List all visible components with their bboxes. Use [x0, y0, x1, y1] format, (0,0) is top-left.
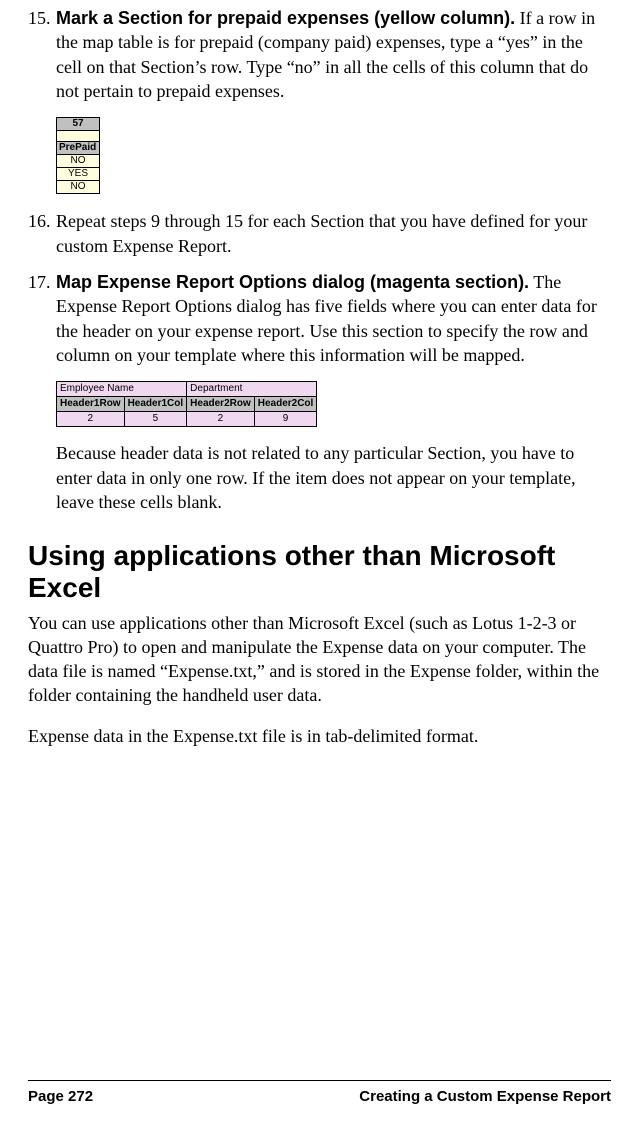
headermap-top-row: Employee Name Department [57, 382, 317, 397]
step-text: Repeat steps 9 through 15 for each Secti… [56, 211, 587, 255]
headermap-header: Header2Col [254, 397, 317, 412]
prepaid-gap [57, 131, 99, 142]
step-number: 16. [28, 209, 51, 233]
headermap-header: Header2Row [187, 397, 255, 412]
page-footer: Page 272 Creating a Custom Expense Repor… [28, 1080, 611, 1107]
headermap-header: Header1Row [57, 397, 125, 412]
step-16: 16. Repeat steps 9 through 15 for each S… [28, 209, 611, 258]
prepaid-col-number: 57 [57, 118, 99, 131]
headermap-top-label: Department [187, 382, 317, 397]
prepaid-header: PrePaid [57, 142, 99, 155]
page-content: 15. Mark a Section for prepaid expenses … [0, 0, 639, 748]
prepaid-cell: NO [57, 155, 99, 168]
figure-prepaid-column: 57 PrePaid NO YES NO [56, 117, 611, 195]
headermap-value: 2 [57, 412, 125, 427]
headermap-header: Header1Col [124, 397, 187, 412]
step-bold-lead: Mark a Section for prepaid expenses (yel… [56, 8, 515, 28]
headermap-table: Employee Name Department Header1Row Head… [56, 381, 317, 427]
figure-header-map: Employee Name Department Header1Row Head… [56, 381, 611, 427]
step-bold-lead: Map Expense Report Options dialog (magen… [56, 272, 529, 292]
footer-page-number: Page 272 [28, 1087, 93, 1107]
step-number: 15. [28, 6, 51, 30]
headermap-top-label: Employee Name [57, 382, 187, 397]
headermap-value-row: 2 5 2 9 [57, 412, 317, 427]
step-15: 15. Mark a Section for prepaid expenses … [28, 6, 611, 195]
step-17: 17. Map Expense Report Options dialog (m… [28, 270, 611, 514]
prepaid-cell: NO [57, 181, 99, 193]
headermap-value: 2 [187, 412, 255, 427]
step-number: 17. [28, 270, 51, 294]
step-17-after: Because header data is not related to an… [56, 441, 611, 514]
step-list: 15. Mark a Section for prepaid expenses … [28, 6, 611, 514]
headermap-value: 9 [254, 412, 317, 427]
section-paragraph: Expense data in the Expense.txt file is … [28, 724, 611, 748]
headermap-value: 5 [124, 412, 187, 427]
footer-chapter-title: Creating a Custom Expense Report [359, 1087, 611, 1107]
section-heading: Using applications other than Microsoft … [28, 540, 611, 604]
prepaid-cell: YES [57, 168, 99, 181]
section-paragraph: You can use applications other than Micr… [28, 611, 611, 708]
headermap-header-row: Header1Row Header1Col Header2Row Header2… [57, 397, 317, 412]
prepaid-table: 57 PrePaid NO YES NO [56, 117, 100, 194]
